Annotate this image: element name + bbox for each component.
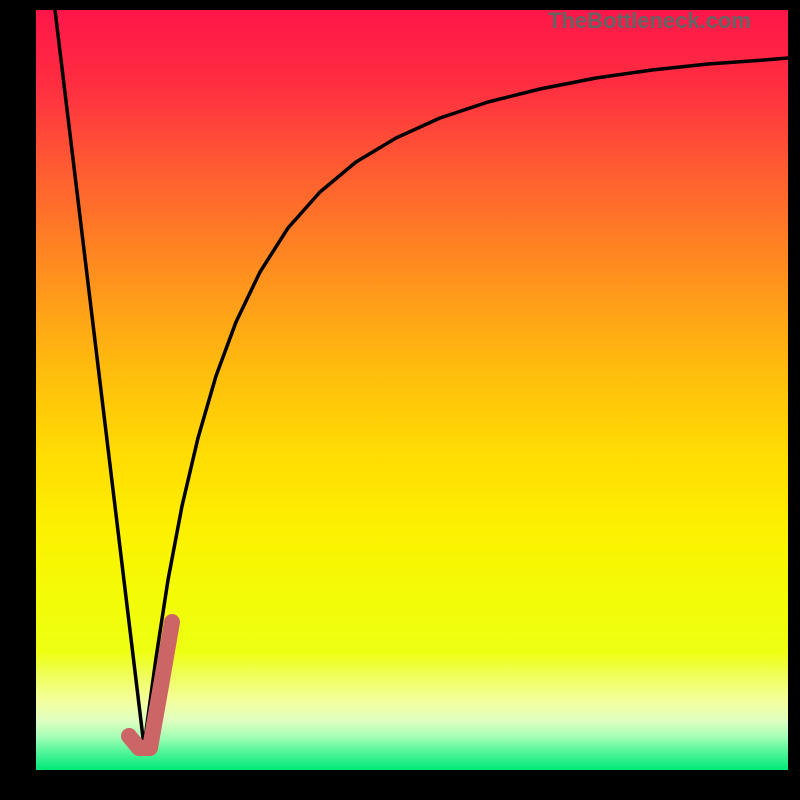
plot-area	[36, 10, 788, 770]
watermark-text: TheBottleneck.com	[548, 8, 751, 34]
curve-layer	[36, 10, 788, 770]
chart-frame: TheBottleneck.com	[0, 0, 800, 800]
